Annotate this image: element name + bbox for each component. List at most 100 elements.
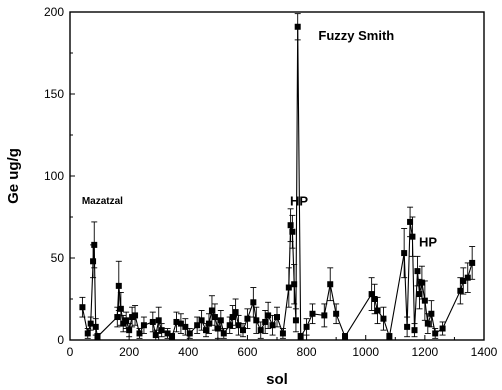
data-point [84,330,91,337]
data-point [149,318,156,325]
data-point [198,317,205,324]
data-point [117,305,124,312]
data-point [94,333,101,340]
y-tick-label: 0 [57,333,64,347]
data-point [289,228,296,235]
data-point [257,327,264,334]
annotation-label: HP [290,194,308,209]
data-point [177,320,184,327]
data-point [239,327,246,334]
data-point [169,333,176,340]
data-point [279,330,286,337]
data-point [303,323,310,330]
data-point [244,315,251,322]
y-tick-label: 150 [44,87,64,101]
data-point [386,333,393,340]
data-point [220,330,227,337]
data-point [250,299,257,306]
y-tick-label: 50 [51,251,65,265]
data-point [404,323,411,330]
data-point [460,277,467,284]
data-point [217,317,224,324]
data-point [132,312,139,319]
data-point [232,309,239,316]
data-point [90,258,97,265]
data-point [186,330,193,337]
data-point [123,317,130,324]
data-point [401,250,408,257]
data-point [155,317,162,324]
x-tick-label: 200 [119,345,139,359]
data-point [411,327,418,334]
data-point [211,314,218,321]
tick-layer: 0 200 400 600 800 1000 1200 1400 0 50 100 150 200 [44,5,498,359]
data-point [407,218,414,225]
x-tick-label: 600 [237,345,257,359]
y-tick-label: 100 [44,169,64,183]
data-point [416,291,423,298]
annotation-label: Fuzzy Smith [318,28,394,43]
data-point [92,323,99,330]
x-tick-label: 800 [297,345,317,359]
data-point [274,314,280,321]
data-point [214,325,221,332]
data-point [265,312,272,319]
data-point [469,259,476,266]
data-point [120,320,127,327]
y-axis-label: Ge ug/g [5,148,22,204]
data-point [126,327,133,334]
annotation-label: Mazatzal [82,196,123,207]
x-tick-label: 400 [178,345,198,359]
data-point [421,297,428,304]
x-tick-label: 1400 [471,345,498,359]
data-point [114,314,121,321]
series-layer [79,13,476,341]
data-point [173,318,180,325]
data-point [269,322,276,329]
data-point [208,307,215,314]
data-point [136,330,143,337]
data-point [87,320,94,327]
data-point [321,312,328,319]
data-point [424,320,431,327]
y-tick-label: 200 [44,5,64,19]
annotation-label: HP [419,235,437,250]
data-point [432,330,439,337]
data-point [294,23,301,30]
data-point [229,314,236,321]
data-point [91,241,98,248]
series-line [81,26,473,339]
x-axis-label: sol [266,371,288,388]
annotation-layer: Fuzzy Smith HP HP Mazatzal [82,28,438,250]
data-point [205,320,212,327]
data-point [194,322,201,329]
data-point [380,315,387,322]
data-point [203,327,210,334]
data-point [79,304,86,311]
data-point [285,284,292,291]
data-point [287,222,294,229]
data-point [414,268,421,275]
x-tick-label: 1000 [352,345,379,359]
data-point [262,318,269,325]
x-tick-label: 0 [67,345,74,359]
data-point [297,333,304,340]
data-point [164,330,171,337]
data-point [439,325,446,332]
data-point [464,274,471,281]
data-point [333,310,340,317]
data-point [235,322,242,329]
x-tick-label: 1200 [412,345,439,359]
data-point [158,327,165,334]
data-point [291,281,298,288]
data-point [309,310,316,317]
data-point [418,279,425,286]
data-point [226,322,233,329]
data-point [428,310,435,317]
data-point [253,317,260,324]
data-point [152,332,159,339]
data-point [409,233,416,240]
data-point [327,281,334,288]
data-point [457,287,464,294]
data-point [115,282,122,289]
